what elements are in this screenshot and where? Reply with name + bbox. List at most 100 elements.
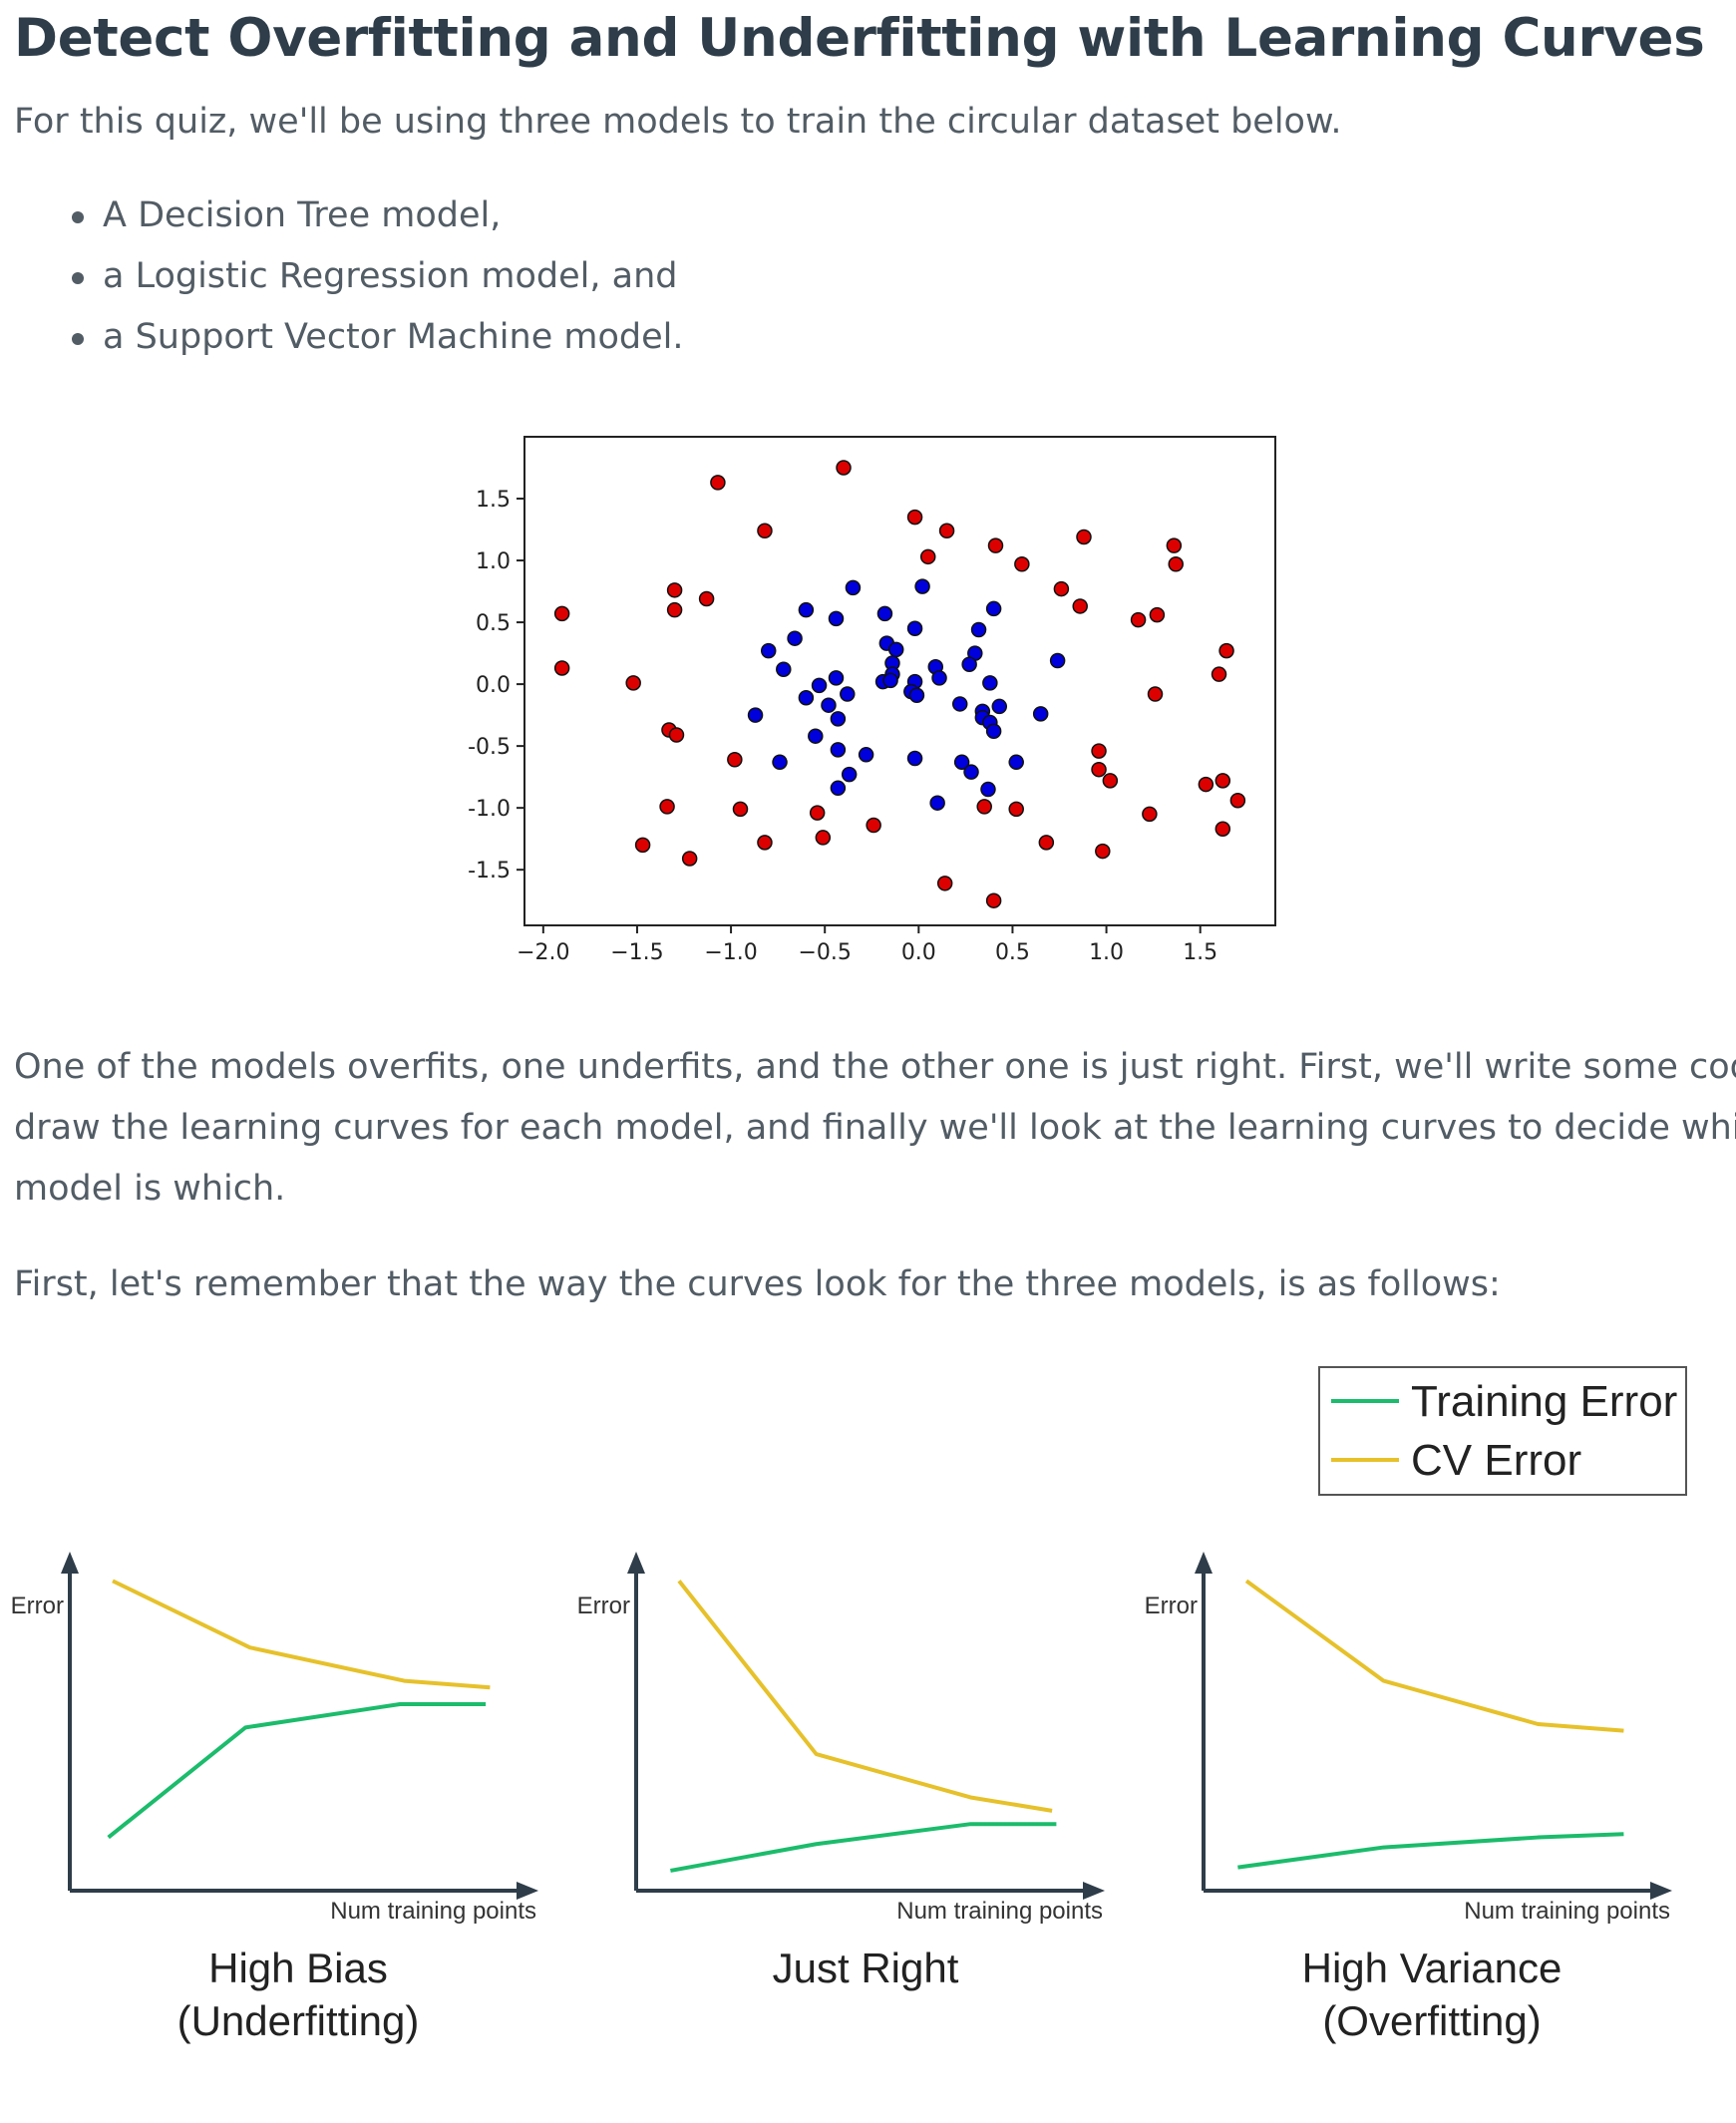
y-tick-label: -1.5 <box>468 859 511 884</box>
red-point <box>757 835 773 851</box>
cv-error-line <box>1244 1579 1624 1733</box>
learning-curve-panel: Error Num training points High Bias (Underf… <box>11 1552 538 2044</box>
red-point <box>757 523 773 539</box>
legend-label-cv: CV Error <box>1411 1436 1581 1485</box>
red-point <box>553 660 570 676</box>
learning-curves-figure: Training Error CV Error Error Num trainin… <box>11 1366 1687 2044</box>
x-tick-label: 0.5 <box>995 940 1030 965</box>
red-point <box>625 675 641 691</box>
blue-point <box>931 670 947 686</box>
blue-point <box>772 754 788 771</box>
blue-point <box>830 711 847 727</box>
blue-point <box>828 610 845 627</box>
blue-point <box>908 687 925 704</box>
x-axis-label: Num training points <box>330 1898 536 1925</box>
scatter-axes: −2.0 −1.5 −1.0 −0.5 0.0 0.5 1.0 1.5 1.5 1.0 0.5 0.0… <box>468 488 1217 965</box>
red-point <box>1142 806 1158 823</box>
red-point <box>976 799 992 815</box>
red-point <box>727 752 743 768</box>
cv-error-line <box>112 1579 491 1690</box>
red-point <box>1038 835 1055 851</box>
red-point <box>1076 529 1092 545</box>
blue-point <box>1008 754 1024 771</box>
curve-title: High Bias <box>208 1945 388 1991</box>
red-point <box>866 817 881 834</box>
y-tick-label: 1.0 <box>476 549 511 574</box>
red-point <box>906 509 923 526</box>
x-axis-arrow-icon <box>1083 1882 1105 1900</box>
curves-intro-text: First, let's remember that the way the c… <box>14 1264 1501 1304</box>
red-point <box>659 799 675 815</box>
red-point <box>634 837 651 854</box>
blue-point <box>991 698 1008 715</box>
blue-point <box>882 672 898 689</box>
x-axis-arrow-icon <box>1650 1882 1672 1900</box>
paragraph-line: draw the learning curves for each model,… <box>14 1108 1736 1148</box>
page-title: Detect Overfitting and Underfitting with… <box>14 8 1705 69</box>
red-point <box>1091 761 1107 778</box>
red-point <box>1130 611 1147 628</box>
blue-point <box>876 605 893 622</box>
red-point <box>710 475 726 491</box>
training-error-line <box>1237 1832 1624 1870</box>
blue-point <box>840 686 856 702</box>
legend: Training Error CV Error <box>1318 1366 1687 1496</box>
blue-point <box>980 781 996 798</box>
red-point <box>666 601 683 618</box>
y-tick-label: -1.0 <box>468 797 511 822</box>
x-tick-label: −1.0 <box>704 940 757 965</box>
scatter-points <box>553 460 1246 908</box>
red-point <box>732 801 749 818</box>
explanation-paragraph: One of the models overfits, one underfit… <box>14 1037 1736 1220</box>
curve-title: (Underfitting) <box>177 1997 420 2044</box>
blue-point <box>906 750 923 767</box>
blue-point <box>951 696 968 712</box>
y-axis-arrow-icon <box>61 1552 79 1574</box>
red-point <box>553 605 570 622</box>
red-point <box>1147 686 1164 702</box>
x-tick-label: −1.5 <box>610 940 663 965</box>
blue-point <box>914 578 930 594</box>
legend-box <box>1318 1366 1687 1496</box>
x-axis-label: Num training points <box>896 1898 1103 1925</box>
blue-point <box>982 675 998 691</box>
x-tick-label: 0.0 <box>901 940 936 965</box>
red-point <box>1091 743 1107 759</box>
red-point <box>1072 598 1088 614</box>
red-point <box>1102 773 1119 789</box>
bullet-icon <box>72 333 84 345</box>
scatter-plot: −2.0 −1.5 −1.0 −0.5 0.0 0.5 1.0 1.5 1.5 1.0 0.5 0.0… <box>468 436 1276 965</box>
list-item: a Logistic Regression model, and <box>0 246 683 307</box>
blue-point <box>1032 706 1049 722</box>
red-point <box>1211 666 1227 682</box>
blue-point <box>821 697 837 713</box>
red-point <box>1198 776 1215 793</box>
plot-frame <box>523 436 1276 926</box>
blue-point <box>798 689 815 706</box>
blue-point <box>906 620 923 637</box>
red-point <box>1095 843 1111 860</box>
red-point <box>987 537 1004 553</box>
y-axis-arrow-icon <box>1195 1552 1213 1574</box>
blue-point <box>808 728 824 744</box>
red-point <box>836 460 852 476</box>
red-point <box>1008 801 1024 818</box>
blue-point <box>776 661 792 677</box>
learning-curve-panels: Error Num training points High Bias (Underf… <box>11 1552 1672 2044</box>
red-point <box>1053 580 1070 597</box>
red-point <box>936 876 953 891</box>
learning-curve-panel: Error Num training points Just Right <box>577 1552 1105 1991</box>
red-point <box>1218 642 1234 659</box>
paragraph-line: model is which. <box>14 1169 286 1209</box>
blue-point <box>747 707 764 723</box>
red-point <box>985 892 1002 908</box>
x-axis-arrow-icon <box>517 1882 538 1900</box>
x-tick-label: 1.5 <box>1183 940 1217 965</box>
red-point <box>698 590 715 607</box>
learning-curve-panel: Error Num training points High Variance (Ov… <box>1145 1552 1672 2044</box>
curve-title: (Overfitting) <box>1322 1997 1541 2044</box>
red-point <box>1168 556 1184 572</box>
cv-error-line <box>677 1580 1053 1813</box>
blue-point <box>858 747 874 763</box>
red-point <box>681 851 698 867</box>
